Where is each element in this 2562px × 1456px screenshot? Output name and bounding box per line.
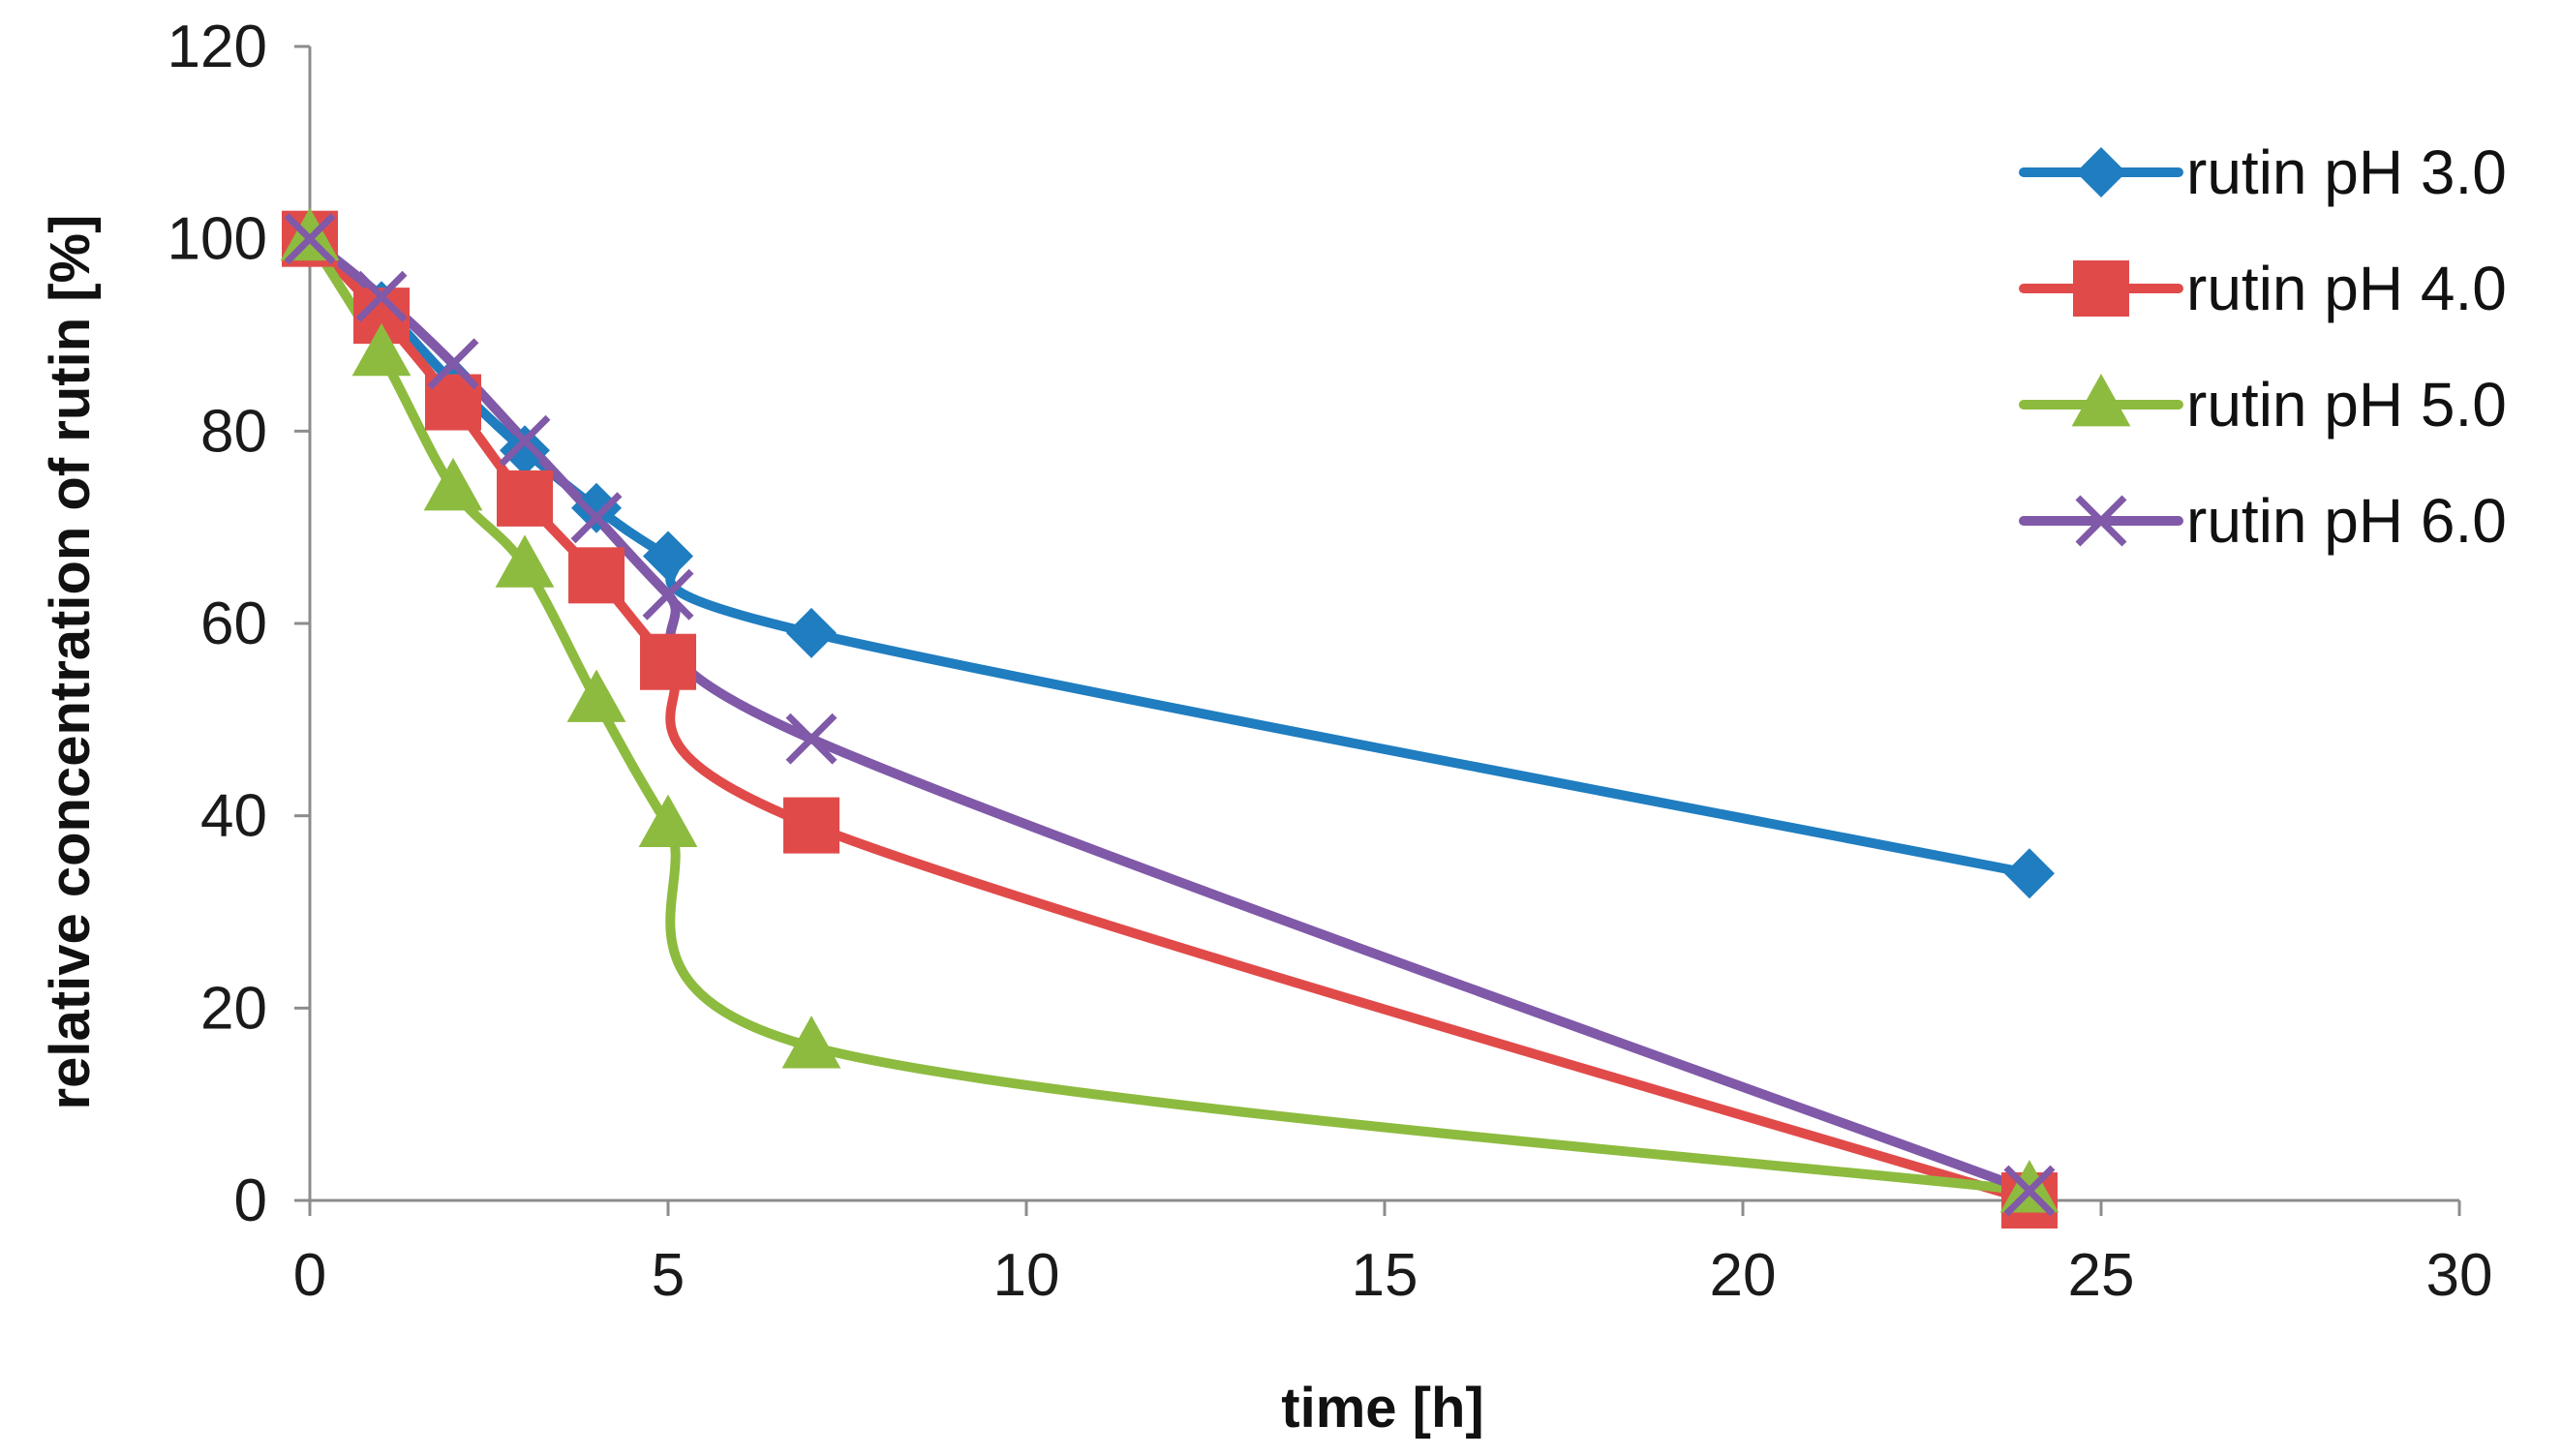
series-line-4 [305, 233, 2034, 1197]
x-marker-stroke [499, 414, 551, 467]
series-markers-2 [282, 210, 2058, 1228]
data-point [638, 794, 698, 847]
x-marker-stroke [2003, 1165, 2056, 1217]
data-point [786, 607, 837, 658]
legend-item: rutin pH 5.0 [2019, 370, 2507, 440]
x-tick-label: 25 [2068, 1242, 2135, 1309]
y-tick-label: 20 [200, 975, 267, 1042]
y-tick-label: 100 [168, 206, 267, 273]
x-marker-stroke [785, 713, 838, 765]
legend: rutin pH 3.0 rutin pH 4.0 rutin pH 5.0 ruti… [2019, 137, 2507, 556]
x-axis-title: time [h] [1281, 1377, 1483, 1440]
data-point [423, 457, 483, 511]
data-point [497, 470, 553, 527]
x-marker-stroke [284, 213, 336, 265]
x-marker-stroke [2075, 495, 2127, 547]
data-point [642, 568, 694, 621]
data-point [566, 669, 626, 722]
legend-item: rutin pH 3.0 [2019, 137, 2507, 207]
data-point [427, 338, 479, 390]
legend-label: rutin pH 5.0 [2186, 370, 2507, 440]
data-point [568, 547, 625, 604]
data-point [2004, 848, 2055, 899]
legend-item: rutin pH 6.0 [2019, 486, 2507, 556]
data-point [495, 534, 555, 588]
series-markers-1 [285, 213, 2055, 899]
x-tick-label: 30 [2426, 1242, 2493, 1309]
data-point [351, 322, 412, 377]
legend-label: rutin pH 3.0 [2186, 137, 2507, 207]
x-tick-label: 0 [293, 1242, 326, 1309]
series-markers-4 [284, 213, 2056, 1217]
x-marker-stroke [427, 338, 479, 390]
x-tick-label: 15 [1352, 1242, 1418, 1309]
x-tick-label: 10 [993, 1242, 1060, 1309]
legend-marker [2075, 495, 2127, 547]
x-marker-stroke [642, 568, 694, 621]
y-tick-label: 80 [200, 398, 267, 465]
data-point [2003, 1165, 2056, 1217]
legend-marker [2076, 147, 2126, 197]
series-line-1 [305, 233, 2034, 879]
x-marker-stroke [355, 270, 408, 322]
legend-item: rutin pH 4.0 [2019, 254, 2507, 323]
tick-labels: 0 20 40 60 80 100 120 0 5 10 15 20 25 30 [168, 14, 2493, 1309]
legend-marker [2071, 374, 2131, 427]
data-point [640, 633, 696, 690]
legend-label: rutin pH 4.0 [2186, 254, 2507, 323]
data-point [570, 492, 623, 544]
data-point [499, 414, 551, 467]
series-line-2 [305, 233, 2034, 1205]
series-lines [305, 233, 2034, 1205]
series-line-3 [305, 233, 2034, 1197]
data-point [643, 531, 693, 582]
data-point [500, 425, 550, 476]
y-axis-title: relative concentration of rutin [%] [39, 215, 102, 1110]
x-tick-label: 5 [652, 1242, 685, 1309]
x-marker-stroke [570, 492, 623, 544]
y-tick-label: 120 [168, 14, 267, 80]
y-tick-label: 60 [200, 591, 267, 657]
data-point [571, 482, 622, 533]
y-tick-label: 0 [234, 1168, 267, 1234]
legend-label: rutin pH 6.0 [2186, 486, 2507, 556]
series-markers [280, 207, 2059, 1228]
data-point [783, 797, 839, 854]
y-tick-label: 40 [200, 783, 267, 850]
data-point [781, 1016, 841, 1069]
data-point [284, 213, 336, 265]
legend-marker [2073, 260, 2129, 317]
ticks [294, 45, 2461, 1216]
x-tick-label: 20 [1710, 1242, 1777, 1309]
data-point [355, 270, 408, 322]
data-point [785, 713, 838, 765]
